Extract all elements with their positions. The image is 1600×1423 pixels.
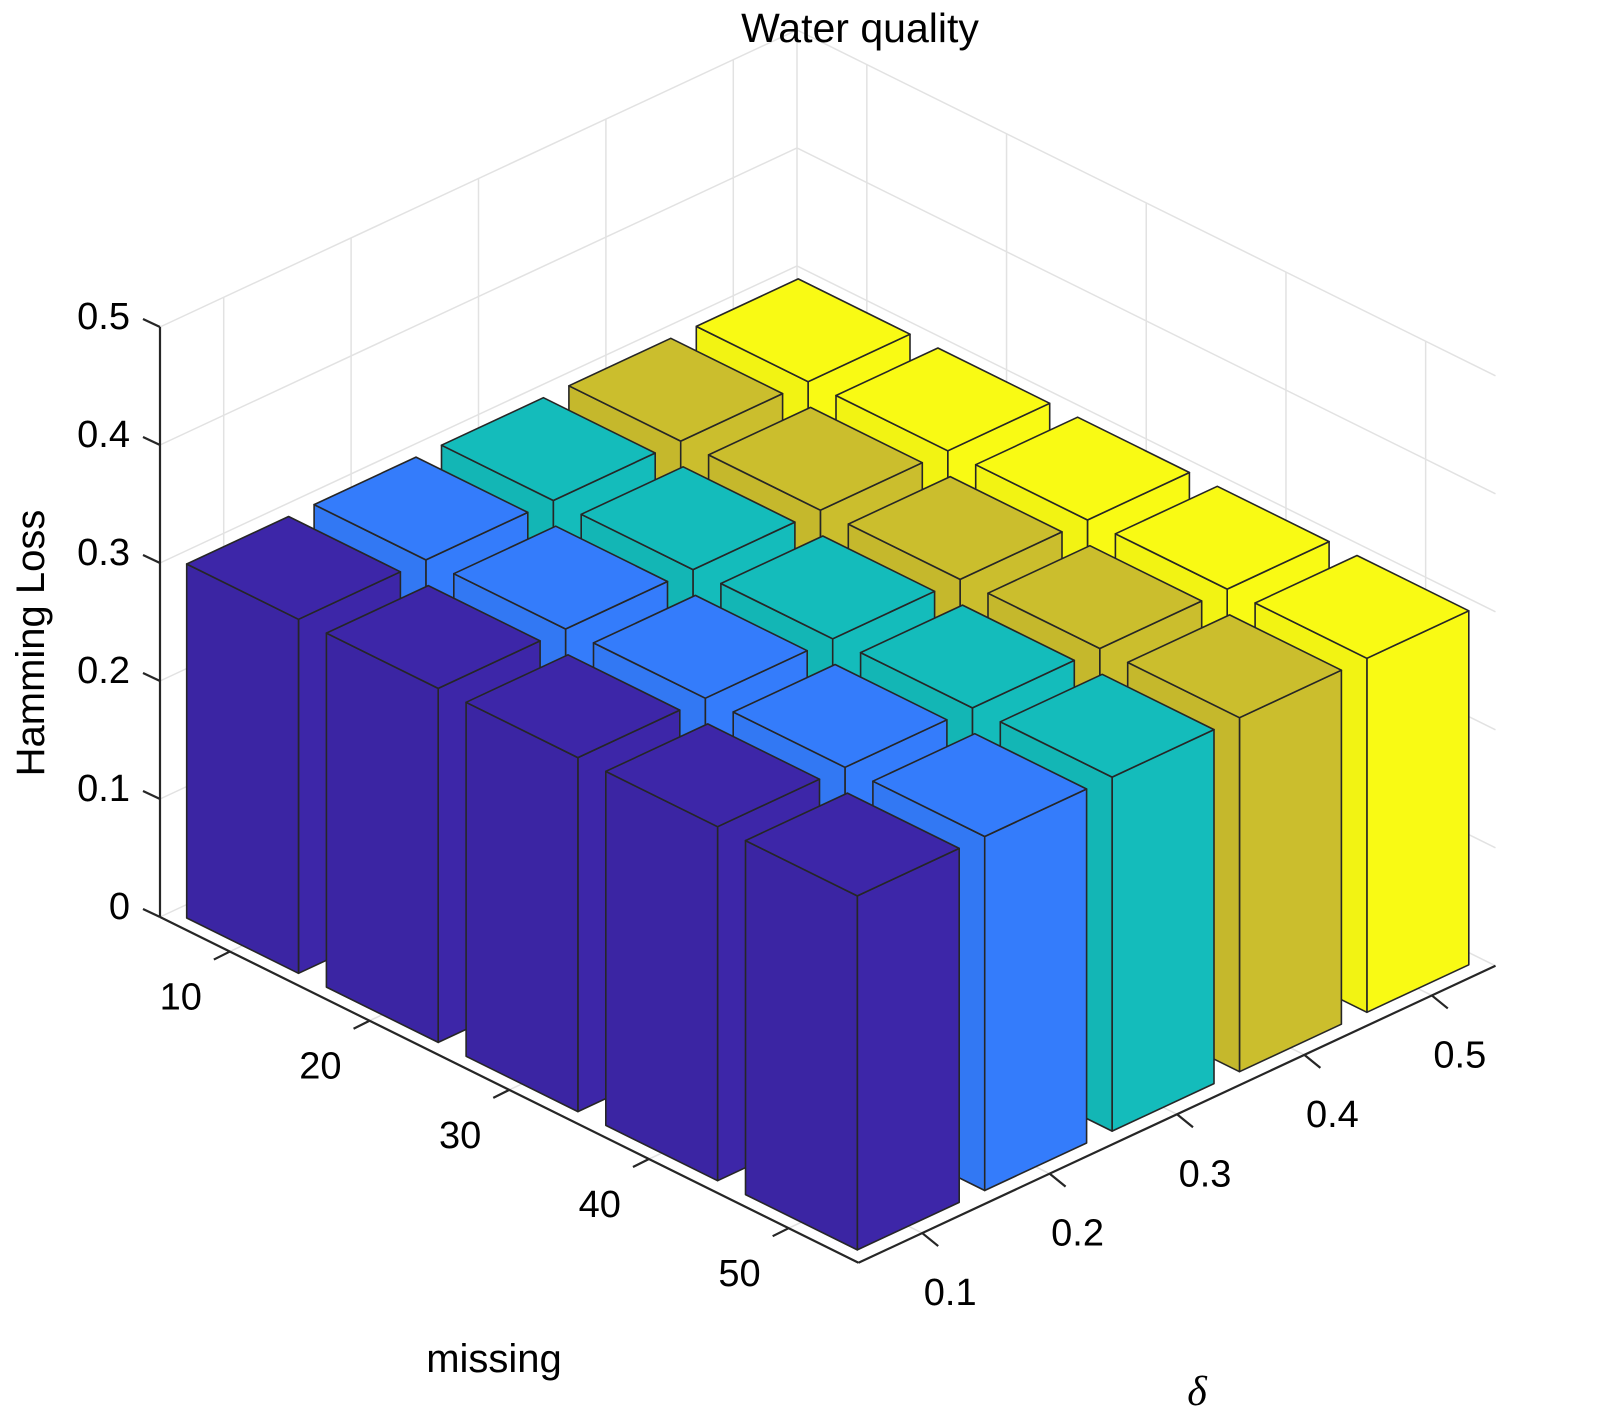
bar-side-face xyxy=(325,632,440,1044)
bar-front-face xyxy=(856,847,961,1251)
axes xyxy=(142,318,1496,1264)
delta-tick-label: 0.5 xyxy=(1433,1034,1486,1076)
bar-front-face xyxy=(1111,728,1215,1132)
missing-tick-label: 10 xyxy=(160,977,202,1019)
bar-top-face xyxy=(592,594,809,700)
bar-top-face xyxy=(707,406,924,512)
bar-top-face xyxy=(695,278,911,383)
delta-tick xyxy=(921,1232,939,1247)
bar-top-face xyxy=(185,515,402,621)
bar-top-face xyxy=(1114,485,1330,590)
delta-axis-title: δ xyxy=(1187,1369,1208,1415)
delta-tick-label: 0.2 xyxy=(1051,1213,1104,1255)
missing-tick-label: 20 xyxy=(299,1046,341,1088)
missing-tick xyxy=(213,950,231,961)
z-tick xyxy=(142,318,161,328)
bar-top-face xyxy=(835,347,1051,452)
bar-missing-50-delta-0.1 xyxy=(744,792,961,1251)
bar-top-face xyxy=(604,723,821,828)
bar-front-face xyxy=(1366,609,1470,1014)
bar-top-face xyxy=(313,456,529,561)
bar-front-face xyxy=(1238,669,1343,1073)
bar-top-face xyxy=(744,792,961,897)
delta-tick xyxy=(1431,994,1449,1010)
bar-side-face xyxy=(465,701,579,1113)
bar-top-face xyxy=(987,544,1203,650)
bar-top-face xyxy=(325,584,541,690)
bar-top-face xyxy=(568,337,784,442)
bar-front-face xyxy=(983,788,1088,1192)
missing-tick-label: 40 xyxy=(579,1184,621,1226)
bar-top-face xyxy=(465,653,681,759)
z-tick xyxy=(142,554,161,564)
bar-top-face xyxy=(720,535,936,640)
z-axis-title: Hamming Loss xyxy=(9,510,53,777)
delta-tick xyxy=(1176,1113,1194,1129)
bar-top-face xyxy=(732,663,948,769)
missing-tick xyxy=(632,1158,650,1169)
z-tick-label: 0.5 xyxy=(77,296,130,338)
missing-tick-label: 50 xyxy=(718,1253,760,1295)
z-tick xyxy=(142,908,161,918)
z-tick-label: 0 xyxy=(109,886,130,928)
missing-tick-label: 30 xyxy=(439,1115,481,1157)
z-tick xyxy=(142,672,161,682)
bar-top-face xyxy=(999,673,1215,778)
bar-top-face xyxy=(847,475,1063,581)
z-tick xyxy=(142,436,161,446)
delta-tick-label: 0.1 xyxy=(924,1272,977,1314)
missing-axis-title: missing xyxy=(426,1337,562,1381)
delta-tick-label: 0.4 xyxy=(1306,1094,1359,1136)
z-tick-label: 0.1 xyxy=(77,768,130,810)
missing-tick xyxy=(492,1088,510,1099)
bar-top-face xyxy=(580,465,796,571)
bar-side-face xyxy=(185,563,300,975)
z-tick-label: 0.4 xyxy=(77,414,130,456)
chart-title: Water quality xyxy=(741,5,979,51)
missing-tick xyxy=(353,1019,371,1030)
bar-top-face xyxy=(859,604,1076,709)
bars xyxy=(185,278,1470,1251)
bar-top-face xyxy=(452,525,669,630)
bar-top-face xyxy=(872,732,1088,838)
z-tick-label: 0.3 xyxy=(77,532,130,574)
bar-side-face xyxy=(604,770,719,1182)
z-tick xyxy=(142,790,161,800)
missing-tick xyxy=(772,1227,790,1238)
delta-tick xyxy=(1303,1053,1322,1069)
delta-tick-label: 0.3 xyxy=(1179,1153,1232,1195)
bar-top-face xyxy=(1254,554,1470,660)
bar-top-face xyxy=(1126,614,1343,719)
bar-top-face xyxy=(440,396,657,502)
bar-top-face xyxy=(974,416,1191,521)
z-tick-label: 0.2 xyxy=(77,650,130,692)
bar-side-face xyxy=(744,839,859,1251)
delta-tick xyxy=(1048,1172,1067,1188)
tick-labels: 0 0.1 0.2 0.3 0.4 0.5 10 20 30 40 50 0.1 0.2 0.3 0.4 0.… xyxy=(77,296,1486,1314)
